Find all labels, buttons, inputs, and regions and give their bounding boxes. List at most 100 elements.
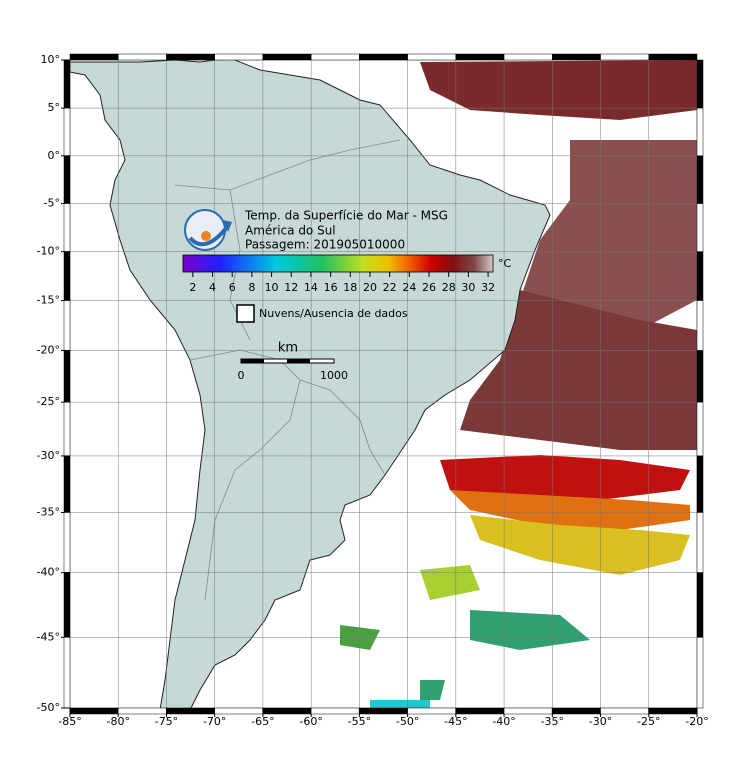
frame-segment <box>407 53 457 61</box>
frame-segment <box>696 512 704 573</box>
tick-labels: -85° -80° -75° -70° -65° -60° -55° -50° -45° -40°… <box>37 53 709 728</box>
colorbar-tick-label: 8 <box>248 281 255 294</box>
x-tick-label: -40° <box>492 715 515 728</box>
x-tick-label: -75° <box>155 715 178 728</box>
frame-segment <box>455 707 505 715</box>
frame-segment <box>166 53 215 61</box>
frame-segment <box>455 53 505 61</box>
colorbar-tick-label: 12 <box>284 281 298 294</box>
x-tick-label: -80° <box>106 715 129 728</box>
frame-segment <box>696 637 704 709</box>
y-tick-label: -20° <box>37 344 60 357</box>
frame-segment <box>696 401 704 457</box>
frame-segment <box>359 707 408 715</box>
frame-segment <box>117 707 167 715</box>
colorbar-tick-label: 24 <box>402 281 416 294</box>
warm-water <box>460 290 697 450</box>
frame-segment <box>648 53 698 61</box>
x-tick-label: -30° <box>589 715 612 728</box>
colorbar-tick-label: 32 <box>481 281 495 294</box>
frame-segment <box>63 203 71 252</box>
y-tick-label: -50° <box>37 701 60 714</box>
x-tick-label: -70° <box>203 715 226 728</box>
colorbar-tick-label: 20 <box>363 281 377 294</box>
title-line: América do Sul <box>245 224 336 238</box>
frame-segment <box>359 53 408 61</box>
x-tick-label: -35° <box>541 715 564 728</box>
frame-segment <box>696 155 704 204</box>
cool-water <box>470 610 590 650</box>
y-tick-label: -25° <box>37 395 60 408</box>
frame-segment <box>63 401 71 457</box>
frame-segment <box>648 707 698 715</box>
y-tick-label: 5° <box>48 101 61 114</box>
logo <box>184 209 232 251</box>
y-tick-label: -40° <box>37 566 60 579</box>
colorbar-tick-label: 2 <box>189 281 196 294</box>
frame-segment <box>63 251 71 301</box>
colorbar-tick-label: 22 <box>383 281 397 294</box>
frame-segment <box>696 59 704 109</box>
y-tick-label: -30° <box>37 449 60 462</box>
frame-segment <box>63 155 71 204</box>
frame-segment <box>407 707 457 715</box>
frame-segment <box>214 707 264 715</box>
warm-water <box>420 60 697 120</box>
frame-segment <box>552 53 601 61</box>
frame-segment <box>696 203 704 252</box>
colorbar-ticks: 2 4 6 8 10 12 14 16 18 20 22 24 26 28 30 32 <box>189 272 495 294</box>
frame-segment <box>503 707 553 715</box>
frame-segment <box>63 637 71 709</box>
colorbar-tick-label: 18 <box>343 281 357 294</box>
frame-segment <box>63 455 71 513</box>
y-tick-label: -10° <box>37 245 60 258</box>
legend-swatch <box>236 304 255 323</box>
colorbar-tick-label: 10 <box>265 281 279 294</box>
frame-segment <box>696 300 704 351</box>
cool-water <box>420 680 445 700</box>
colorbar-tick-label: 6 <box>229 281 236 294</box>
colorbar-tick-label: 4 <box>209 281 216 294</box>
frame-segment <box>214 53 264 61</box>
frame-segment <box>696 572 704 638</box>
x-tick-label: -45° <box>444 715 467 728</box>
frame-segment <box>117 53 167 61</box>
x-tick-label: -25° <box>637 715 660 728</box>
frame-segment <box>166 707 215 715</box>
colorbar-unit: °C <box>498 257 512 270</box>
colorbar <box>182 254 494 273</box>
sst-field <box>340 60 697 710</box>
legend-label: Nuvens/Ausencia de dados <box>259 307 408 320</box>
colorbar-tick-label: 30 <box>461 281 475 294</box>
frame-segment <box>503 53 553 61</box>
warm-water <box>440 455 690 500</box>
colorbar-tick-label: 16 <box>324 281 338 294</box>
frame-segment <box>262 707 312 715</box>
x-tick-label: -60° <box>299 715 322 728</box>
frame-segment <box>63 572 71 638</box>
cool-water <box>420 565 480 600</box>
frame-segment <box>552 707 601 715</box>
frame-segment <box>69 707 119 715</box>
y-tick-label: 0° <box>48 149 61 162</box>
frame-segment <box>600 707 650 715</box>
frame-segment <box>63 107 71 157</box>
frame-segment <box>69 53 119 61</box>
frame-segment <box>63 300 71 351</box>
frame-segment <box>696 107 704 157</box>
frame-segment <box>63 512 71 573</box>
title-line: Passagem: 201905010000 <box>245 238 405 252</box>
colorbar-tick-label: 28 <box>442 281 456 294</box>
frame-segment <box>63 350 71 403</box>
mid-water <box>450 490 690 530</box>
y-tick-label: -5° <box>44 197 60 210</box>
scale-label: 1000 <box>320 369 348 382</box>
mid-water <box>470 515 690 575</box>
frame-segment <box>600 53 650 61</box>
y-tick-label: -15° <box>37 294 60 307</box>
frame-segment <box>696 350 704 403</box>
cold-water <box>370 700 430 710</box>
title-line: Temp. da Superfície do Mar - MSG <box>244 209 448 223</box>
frame-segment <box>63 59 71 109</box>
